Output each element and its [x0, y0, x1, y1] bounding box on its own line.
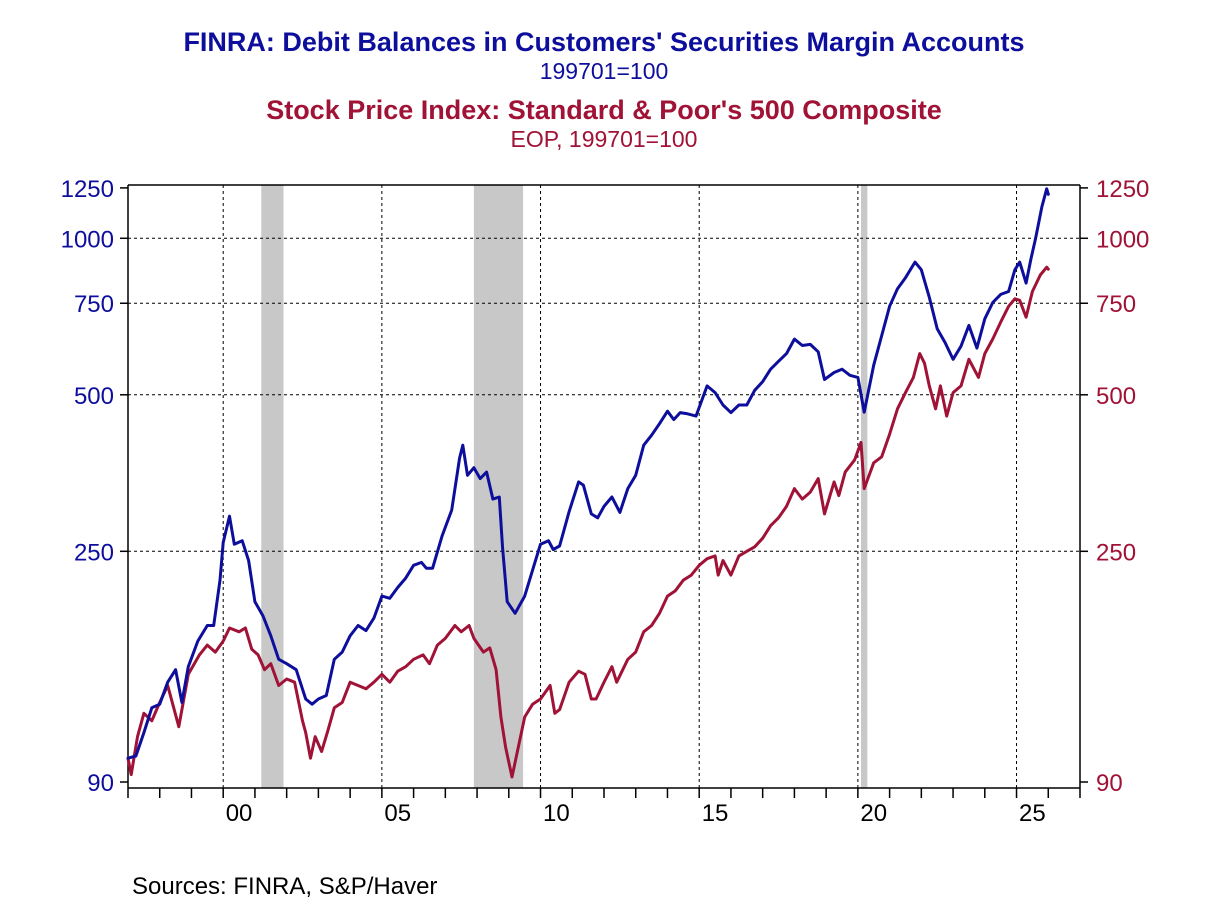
y-right-tick-label: 500: [1096, 383, 1136, 410]
y-left-tick-label: 90: [87, 770, 114, 797]
gridlines: [128, 185, 1080, 788]
series-line-finra-margin-debt: [126, 187, 1050, 760]
chart-subtitle-sp500: EOP, 199701=100: [510, 126, 698, 152]
tick-labels: 00 05 10 15 20 25 90 250 500 750 1000 1250 90 250 500 7…: [61, 176, 1150, 827]
x-tick-label: 25: [1019, 800, 1046, 827]
series-line-sp500: [126, 265, 1050, 779]
y-left-tick-label: 750: [74, 291, 114, 318]
chart-subtitle-finra: 199701=100: [539, 58, 669, 84]
series: [126, 187, 1050, 779]
y-left-tick-label: 500: [74, 383, 114, 410]
y-right-tick-label: 1000: [1096, 226, 1149, 253]
axes: [120, 184, 1088, 798]
x-tick-label: 10: [543, 800, 570, 827]
y-right-tick-label: 250: [1096, 539, 1136, 566]
x-tick-label: 15: [702, 800, 729, 827]
recession-bar: [261, 185, 284, 788]
sources-note: Sources: FINRA, S&P/Haver: [132, 873, 438, 900]
x-tick-label: 05: [384, 800, 411, 827]
x-tick-label: 00: [226, 800, 253, 827]
y-right-tick-label: 1250: [1096, 176, 1149, 203]
y-right-tick-label: 750: [1096, 291, 1136, 318]
y-left-tick-label: 250: [74, 539, 114, 566]
x-tick-label: 20: [860, 800, 887, 827]
chart-title-finra: FINRA: Debit Balances in Customers' Secu…: [183, 27, 1025, 57]
y-left-tick-label: 1000: [61, 226, 114, 253]
y-right-tick-label: 90: [1096, 770, 1123, 797]
chart-title-sp500: Stock Price Index: Standard & Poor's 500…: [266, 95, 942, 125]
y-left-tick-label: 1250: [61, 176, 114, 203]
